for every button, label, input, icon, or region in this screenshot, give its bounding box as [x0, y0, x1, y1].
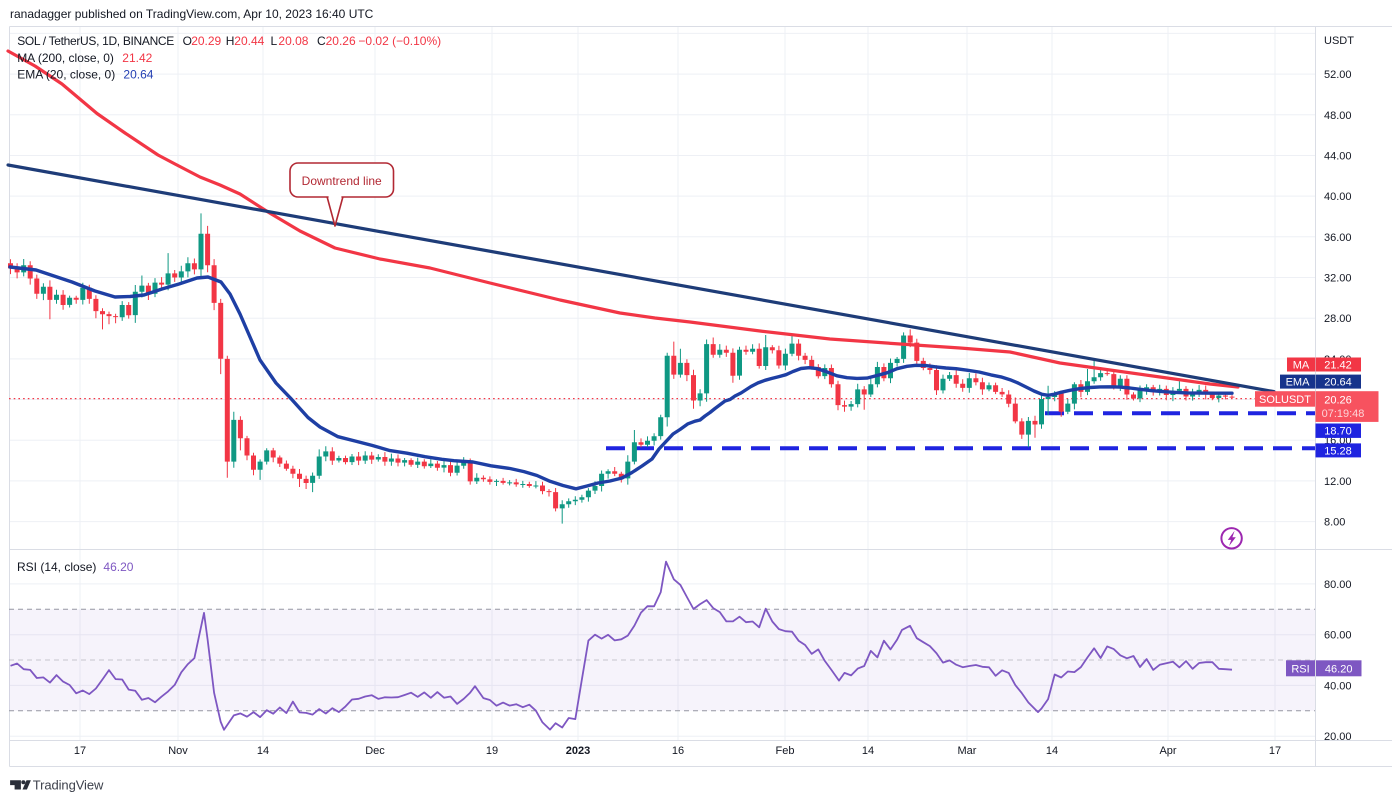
- svg-text:16: 16: [672, 745, 684, 757]
- svg-text:15.28: 15.28: [1324, 445, 1352, 457]
- svg-text:44.00: 44.00: [1324, 151, 1352, 163]
- svg-text:8.00: 8.00: [1324, 517, 1345, 529]
- svg-text:Mar: Mar: [958, 745, 977, 757]
- svg-text:O: O: [183, 34, 192, 48]
- svg-text:Dec: Dec: [365, 745, 385, 757]
- svg-text:20.26: 20.26: [1324, 395, 1352, 407]
- svg-text:20.29: 20.29: [191, 34, 221, 48]
- svg-text:32.00: 32.00: [1324, 273, 1352, 285]
- svg-text:40.00: 40.00: [1324, 680, 1352, 692]
- svg-text:RSI: RSI: [1291, 663, 1309, 675]
- svg-text:L: L: [271, 34, 278, 48]
- svg-text:19: 19: [486, 745, 498, 757]
- svg-text:80.00: 80.00: [1324, 579, 1352, 591]
- svg-text:H: H: [226, 34, 235, 48]
- svg-text:17: 17: [74, 745, 86, 757]
- svg-text:14: 14: [257, 745, 269, 757]
- svg-text:40.00: 40.00: [1324, 191, 1352, 203]
- svg-text:46.20: 46.20: [103, 560, 133, 574]
- svg-text:17: 17: [1269, 745, 1281, 757]
- svg-text:ranadagger published on Tradin: ranadagger published on TradingView.com,…: [10, 7, 374, 21]
- svg-text:−0.02 (−0.10%): −0.02 (−0.10%): [358, 34, 441, 48]
- svg-text:USDT: USDT: [1324, 35, 1354, 47]
- svg-text:SOL / TetherUS, 1D, BINANCE: SOL / TetherUS, 1D, BINANCE: [17, 34, 174, 48]
- svg-text:21.42: 21.42: [1324, 360, 1352, 372]
- svg-text:EMA: EMA: [1286, 377, 1311, 389]
- svg-text:21.42: 21.42: [122, 51, 152, 65]
- svg-text:MA: MA: [1293, 360, 1310, 372]
- svg-text:20.26: 20.26: [326, 34, 356, 48]
- svg-text:07:19:48: 07:19:48: [1322, 408, 1365, 420]
- svg-text:2023: 2023: [566, 745, 590, 757]
- svg-text:60.00: 60.00: [1324, 630, 1352, 642]
- svg-text:Nov: Nov: [168, 745, 188, 757]
- svg-text:14: 14: [862, 745, 874, 757]
- svg-text:MA (200, close, 0): MA (200, close, 0): [17, 51, 114, 65]
- svg-text:46.20: 46.20: [1325, 663, 1353, 675]
- svg-text:12.00: 12.00: [1324, 476, 1352, 488]
- svg-text:48.00: 48.00: [1324, 110, 1352, 122]
- svg-text:20.08: 20.08: [278, 34, 308, 48]
- svg-text:52.00: 52.00: [1324, 69, 1352, 81]
- svg-text:36.00: 36.00: [1324, 232, 1352, 244]
- svg-text:TradingView: TradingView: [33, 778, 104, 793]
- svg-text:RSI (14, close): RSI (14, close): [17, 560, 96, 574]
- svg-text:Downtrend line: Downtrend line: [302, 174, 382, 188]
- svg-text:14: 14: [1046, 745, 1058, 757]
- svg-text:Apr: Apr: [1159, 745, 1176, 757]
- svg-text:20.00: 20.00: [1324, 731, 1352, 743]
- svg-text:20.64: 20.64: [123, 67, 153, 81]
- svg-text:18.70: 18.70: [1324, 426, 1352, 438]
- svg-text:20.64: 20.64: [1324, 377, 1352, 389]
- svg-text:SOLUSDT: SOLUSDT: [1259, 394, 1311, 406]
- svg-text:20.44: 20.44: [234, 34, 264, 48]
- svg-text:C: C: [317, 34, 326, 48]
- svg-text:28.00: 28.00: [1324, 313, 1352, 325]
- svg-text:Feb: Feb: [776, 745, 795, 757]
- svg-text:EMA (20, close, 0): EMA (20, close, 0): [17, 67, 115, 81]
